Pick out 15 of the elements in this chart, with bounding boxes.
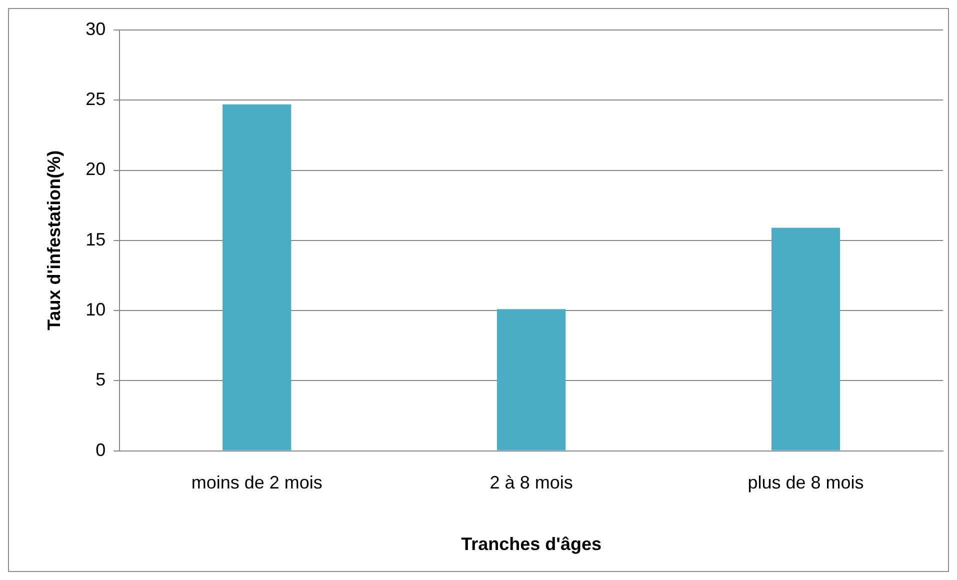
y-tick-label: 30 xyxy=(86,18,106,39)
x-tick-label: 2 à 8 mois xyxy=(490,472,573,493)
y-axis-title: Taux d'infestation(%) xyxy=(44,150,64,330)
y-tick-label: 20 xyxy=(86,159,106,180)
y-tick-label: 15 xyxy=(86,229,106,250)
bar xyxy=(771,228,840,450)
x-tick-label: moins de 2 mois xyxy=(191,472,322,493)
y-tick-label: 5 xyxy=(96,370,106,390)
bar xyxy=(222,104,292,450)
y-tick-label: 0 xyxy=(96,440,106,460)
y-tick-label: 25 xyxy=(86,89,106,110)
y-tick-label: 10 xyxy=(86,300,106,320)
bar xyxy=(497,309,566,450)
x-axis-title: Tranches d'âges xyxy=(461,534,602,554)
x-tick-label: plus de 8 mois xyxy=(748,472,864,493)
